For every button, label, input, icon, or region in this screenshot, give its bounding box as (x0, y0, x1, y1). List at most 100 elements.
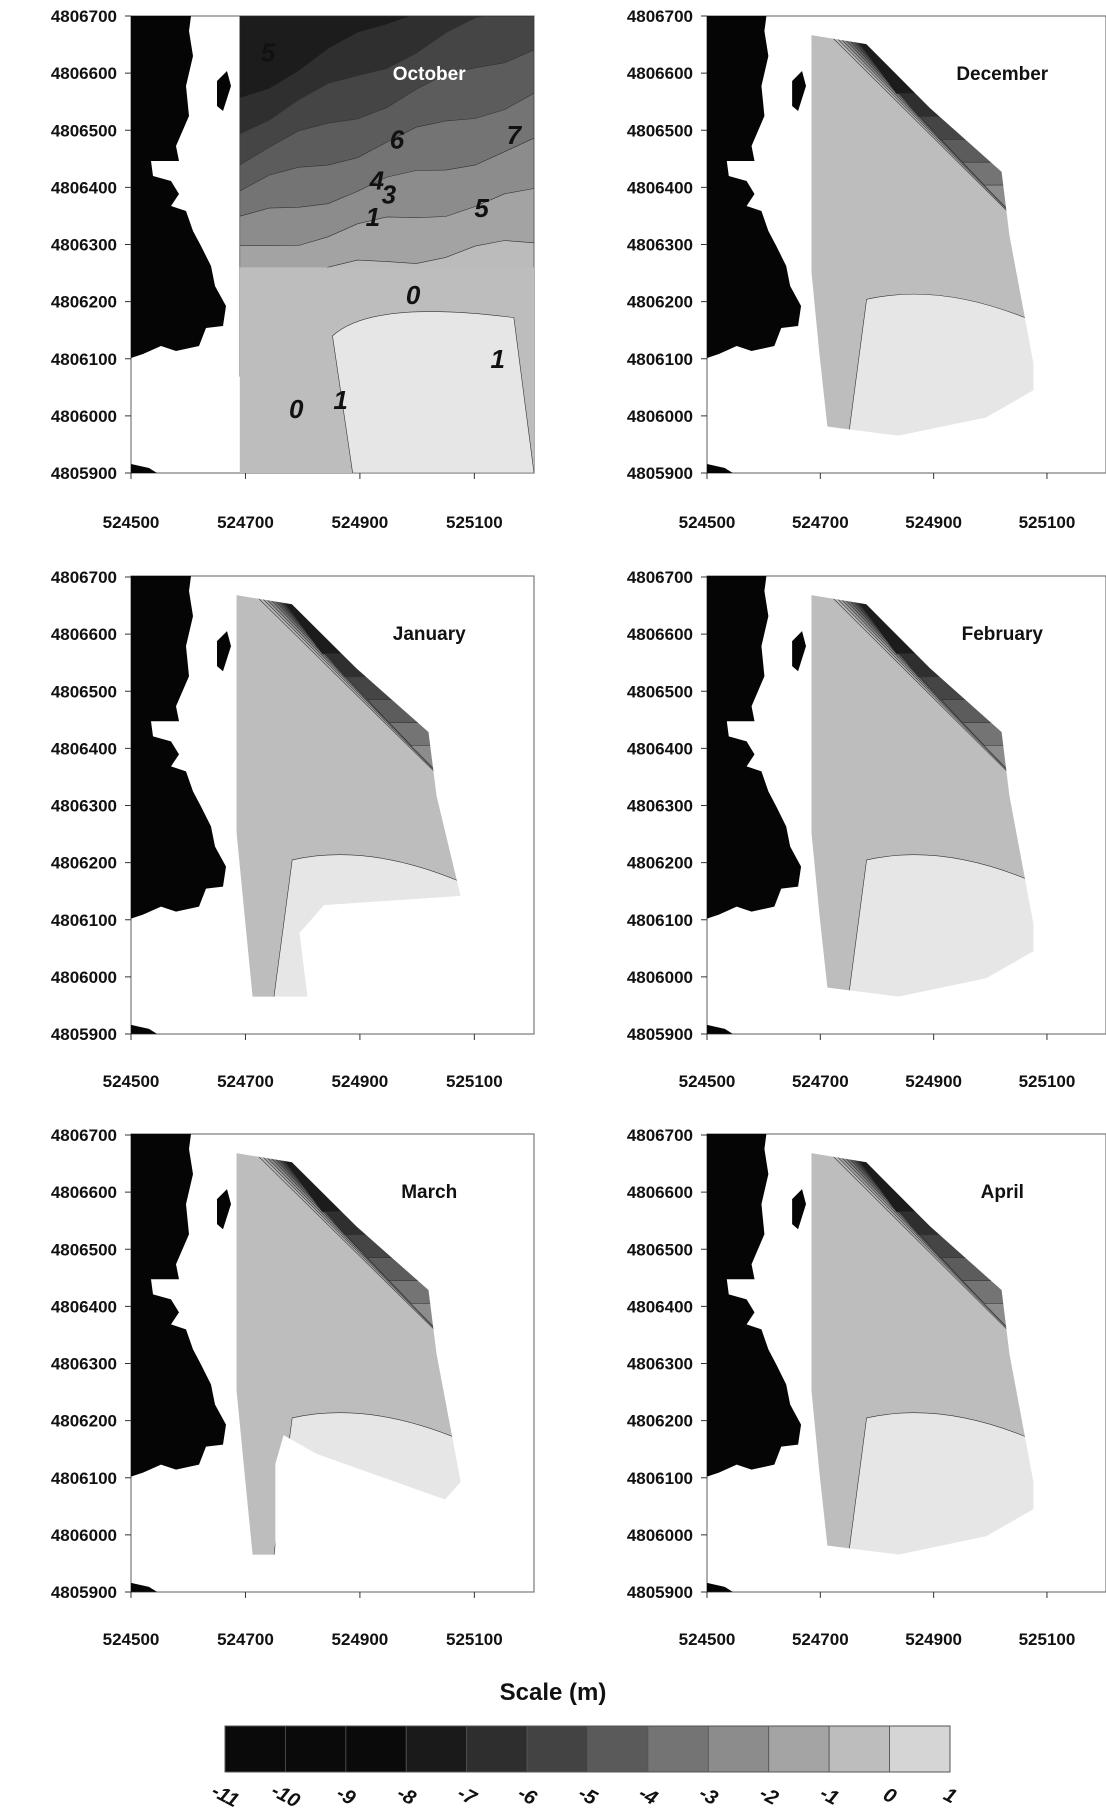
depth-band (846, 293, 1035, 437)
x-tick-label: 524700 (792, 1630, 849, 1649)
contour-label: 6 (390, 125, 405, 155)
y-tick-label: 4806000 (627, 968, 693, 987)
map-panel-april: April 4806700 4806600 4806500 4806400 4806300… (627, 1126, 1106, 1649)
scale-tick-label: -11 (208, 1780, 243, 1812)
y-tick-label: 4806700 (51, 568, 117, 587)
y-tick-label: 4806500 (51, 121, 117, 140)
scale-tick-label: -10 (267, 1780, 303, 1813)
x-tick-label: 524500 (679, 1072, 736, 1091)
survey-outline (809, 1151, 1035, 1557)
y-tick-label: 4806500 (627, 682, 693, 701)
contour-label: 1 (490, 344, 504, 374)
y-tick-label: 4806700 (51, 7, 117, 26)
x-tick-label: 525100 (446, 1630, 503, 1649)
scale-swatch (224, 1725, 286, 1773)
x-tick-label: 525100 (1019, 1630, 1076, 1649)
scale-swatch (889, 1725, 951, 1773)
y-tick-label: 4806600 (627, 1183, 693, 1202)
x-tick-label: 524500 (679, 1630, 736, 1649)
contour-label: 1 (333, 385, 347, 415)
land-mass (707, 464, 733, 473)
y-tick-label: 4806600 (627, 64, 693, 83)
month-label: December (956, 64, 1048, 85)
land-mass (131, 1024, 157, 1034)
y-tick-label: 4806700 (627, 7, 693, 26)
y-tick-label: 4806400 (627, 1297, 693, 1316)
contour-label: 1 (366, 202, 380, 232)
scale-swatch (647, 1725, 709, 1773)
y-tick-label: 4806600 (51, 625, 117, 644)
depth-band (239, 16, 534, 99)
scale-swatch (828, 1725, 890, 1773)
y-tick-label: 4806000 (627, 407, 693, 426)
y-tick-label: 4806600 (51, 1183, 117, 1202)
y-tick-label: 4806300 (51, 1355, 117, 1374)
y-tick-label: 4806200 (627, 854, 693, 873)
scale-swatch (466, 1725, 528, 1773)
y-tick-label: 4805900 (51, 1025, 117, 1044)
y-tick-label: 4806500 (627, 1240, 693, 1259)
contour-label: 4 (369, 166, 385, 196)
scale-tick-label: 1 (940, 1784, 960, 1809)
y-tick-label: 4806200 (51, 293, 117, 312)
y-tick-label: 4806000 (51, 407, 117, 426)
y-tick-label: 4806500 (51, 1240, 117, 1259)
y-tick-label: 4806600 (627, 625, 693, 644)
depth-band (846, 854, 1035, 998)
x-tick-label: 524900 (332, 513, 389, 532)
y-tick-label: 4806200 (627, 1412, 693, 1431)
survey-outline (235, 593, 463, 999)
month-label: February (962, 624, 1044, 645)
scale-tick-label: -9 (333, 1782, 360, 1810)
x-tick-label: 525100 (446, 513, 503, 532)
y-tick-label: 4806500 (627, 121, 693, 140)
x-tick-label: 524500 (103, 1072, 160, 1091)
survey-outline (809, 593, 1035, 999)
scale-swatch (345, 1725, 407, 1773)
scale-frame (224, 1725, 951, 1773)
y-tick-label: 4806000 (51, 968, 117, 987)
land-mass (707, 1024, 733, 1034)
depth-band (332, 311, 534, 473)
month-label: April (981, 1182, 1024, 1203)
scale-title: Scale (m) (500, 1679, 607, 1706)
y-tick-label: 4806100 (627, 1469, 693, 1488)
x-tick-label: 524900 (332, 1072, 389, 1091)
contour-label: 7 (507, 120, 523, 150)
x-tick-label: 524900 (905, 1630, 962, 1649)
contour-label: 0 (289, 394, 304, 424)
survey-outline (235, 1151, 463, 1557)
scale-swatch (768, 1725, 830, 1773)
y-tick-label: 4805900 (627, 1583, 693, 1602)
y-tick-label: 4806100 (51, 350, 117, 369)
y-tick-label: 4806400 (627, 739, 693, 758)
x-tick-label: 524700 (792, 513, 849, 532)
contour-label: 5 (474, 193, 489, 223)
x-tick-label: 524700 (217, 513, 274, 532)
x-tick-label: 524900 (905, 513, 962, 532)
y-tick-label: 4806300 (627, 1355, 693, 1374)
y-tick-label: 4806400 (51, 178, 117, 197)
contour-label: 0 (406, 280, 421, 310)
depth-band (846, 1412, 1035, 1556)
y-tick-label: 4806700 (51, 1126, 117, 1145)
map-panel-march: March 4806700 4806600 4806500 4806400 4806300… (51, 1126, 535, 1649)
x-tick-label: 524900 (905, 1072, 962, 1091)
y-tick-label: 4806300 (51, 797, 117, 816)
month-label: January (393, 624, 466, 645)
scale-tick-label: -5 (574, 1782, 601, 1810)
x-tick-label: 524700 (217, 1630, 274, 1649)
y-tick-label: 4806700 (627, 568, 693, 587)
y-tick-label: 4806300 (627, 797, 693, 816)
scale-swatch (285, 1725, 347, 1773)
y-tick-label: 4806400 (51, 1297, 117, 1316)
month-label: March (401, 1182, 457, 1203)
scale-tick-label: -7 (454, 1782, 481, 1810)
x-tick-label: 525100 (1019, 513, 1076, 532)
y-tick-label: 4806000 (51, 1526, 117, 1545)
x-tick-label: 525100 (446, 1072, 503, 1091)
x-tick-label: 524500 (103, 1630, 160, 1649)
scale-tick-label: -6 (514, 1782, 541, 1810)
map-panel-february: February 4806700 4806600 4806500 4806400 4806… (627, 568, 1106, 1091)
y-tick-label: 4805900 (51, 1583, 117, 1602)
